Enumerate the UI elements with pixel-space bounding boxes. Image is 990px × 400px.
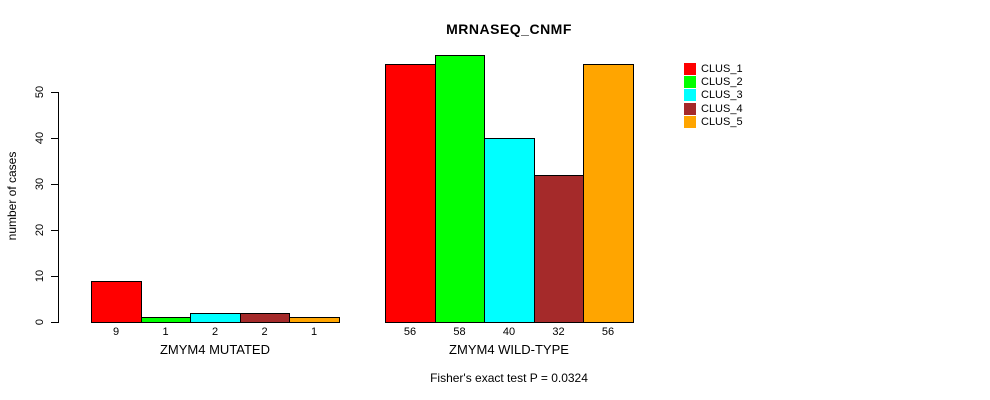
legend-swatch-icon [684,76,696,89]
y-tick [51,183,58,185]
bar-value-label: 9 [112,326,120,338]
bar-value-label: 40 [502,326,516,338]
legend-label: CLUS_4 [701,102,743,115]
y-tick [51,137,58,139]
legend: CLUS_1 CLUS_2 CLUS_3 CLUS_4 CLUS_5 [684,62,743,129]
bar-value-label: 56 [403,326,417,338]
legend-label: CLUS_5 [701,116,743,129]
bar-value-label: 32 [552,326,565,338]
y-tick [51,91,58,93]
y-tick-label: 20 [34,223,46,237]
bar-clus_1-mutated [91,280,142,323]
y-tick [51,321,58,323]
bar-value-label: 2 [261,326,268,338]
y-tick [51,229,58,231]
bar-clus_4-mutated [239,312,290,323]
y-axis-label: number of cases [5,151,19,241]
legend-item-clus_2: CLUS_2 [684,75,743,89]
legend-item-clus_1: CLUS_1 [684,62,743,75]
bar-value-label: 2 [211,326,219,338]
bar-value-label: 56 [601,326,615,338]
chart-title: MRNASEQ_CNMF [446,21,572,37]
group-label-wildtype: ZMYM4 WILD-TYPE [449,342,569,357]
legend-label: CLUS_2 [701,76,743,89]
bar-value-label: 1 [162,326,169,338]
bar-clus_5-mutated [289,317,340,323]
legend-label: CLUS_1 [701,62,743,75]
legend-item-clus_4: CLUS_4 [684,102,743,115]
y-tick-label: 10 [34,269,46,283]
y-tick [51,275,58,277]
bar-clus_2-mutated [140,317,191,323]
legend-label: CLUS_3 [701,89,743,102]
y-tick-label: 30 [34,177,46,191]
bar-clus_5-wildtype [583,64,634,323]
legend-swatch-icon [684,62,696,75]
bar-clus_2-wildtype [434,55,485,323]
bar-clus_1-wildtype [385,64,436,323]
legend-item-clus_5: CLUS_5 [684,116,743,129]
bar-clus_4-wildtype [533,174,584,323]
bar-clus_3-mutated [190,312,241,323]
y-axis [58,92,59,323]
bar-clus_3-wildtype [484,138,535,323]
y-tick-label: 50 [34,85,46,99]
fisher-test-annotation: Fisher's exact test P = 0.0324 [430,371,588,385]
legend-swatch-icon [684,102,696,115]
bar-value-label: 58 [453,326,466,338]
legend-swatch-icon [684,116,696,129]
y-tick-label: 40 [34,131,46,145]
legend-swatch-icon [684,89,696,102]
legend-item-clus_3: CLUS_3 [684,89,743,102]
bar-value-label: 1 [310,326,318,338]
y-tick-label: 0 [34,318,46,326]
group-label-mutated: ZMYM4 MUTATED [159,342,270,357]
